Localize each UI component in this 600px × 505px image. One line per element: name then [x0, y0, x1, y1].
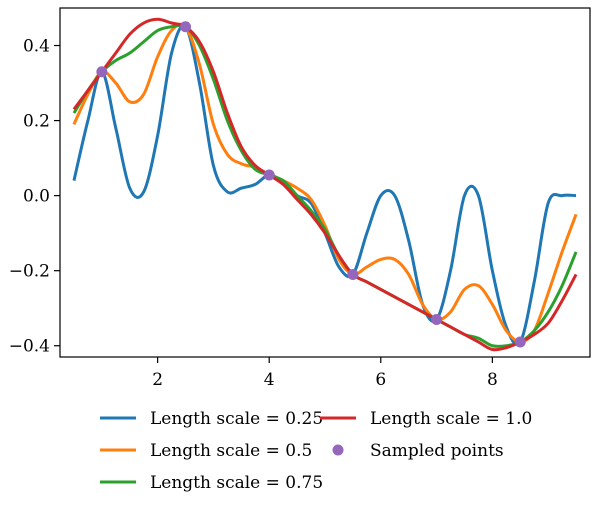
series-line-3	[72, 23, 578, 348]
legend: Length scale = 0.25 Length scale = 0.5 Len…	[100, 409, 532, 493]
x-tick-label: 8	[487, 370, 498, 390]
legend-label: Length scale = 1.0	[370, 409, 532, 429]
legend-label: Sampled points	[370, 441, 504, 461]
y-tick-label: 0.0	[23, 187, 50, 207]
legend-swatch-marker	[332, 444, 344, 456]
sampled-point	[180, 21, 192, 33]
sampled-point	[263, 169, 275, 181]
x-tick-label: 6	[375, 370, 386, 390]
sampled-point	[96, 66, 108, 78]
x-tick-label: 2	[152, 370, 163, 390]
legend-label: Length scale = 0.5	[150, 441, 312, 461]
legend-label: Length scale = 0.25	[150, 409, 323, 429]
x-tick-label: 4	[264, 370, 275, 390]
axes-frame	[59, 7, 591, 358]
series-line-4	[72, 17, 578, 352]
y-tick-label: −0.2	[9, 262, 50, 282]
sampled-point	[347, 268, 359, 280]
plot-area: 2 4 6 8 −0.4 −0.2 0.0 0.2 0.4	[9, 7, 591, 390]
sampled-point	[431, 313, 443, 325]
y-tick-label: 0.2	[23, 112, 50, 132]
series-group	[72, 17, 578, 352]
legend-label: Length scale = 0.75	[150, 473, 323, 493]
series-line-2	[72, 22, 578, 344]
y-tick-label: 0.4	[23, 37, 50, 57]
series-line-1	[72, 24, 577, 346]
y-tick-label: −0.4	[9, 337, 50, 357]
sampled-point	[514, 336, 526, 348]
